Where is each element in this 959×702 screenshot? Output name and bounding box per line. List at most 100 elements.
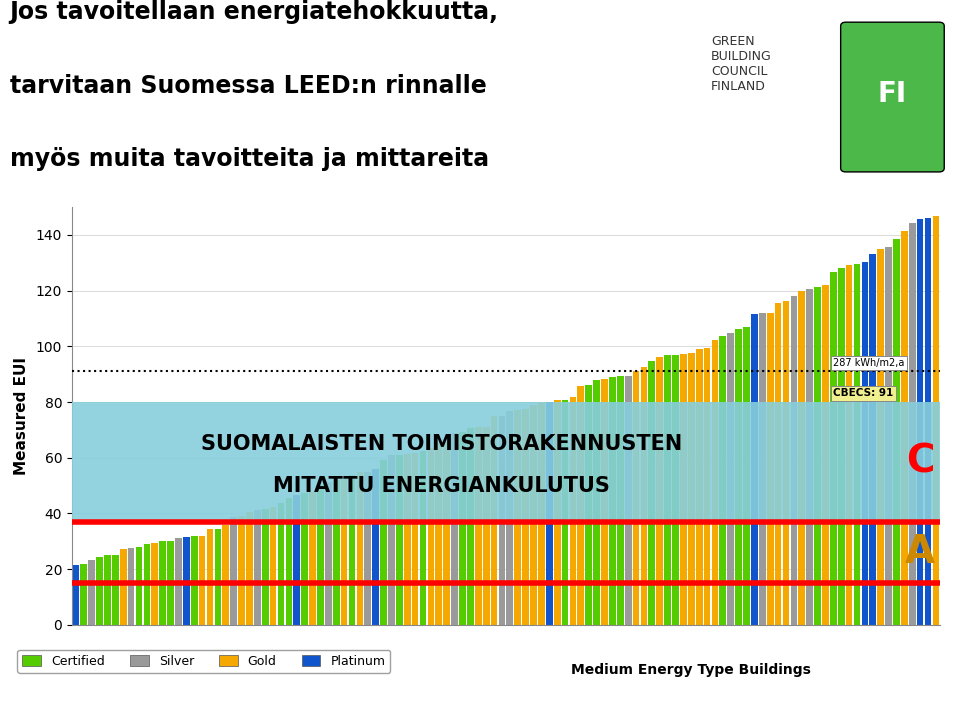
Text: Medium Energy Type Buildings: Medium Energy Type Buildings bbox=[571, 663, 810, 677]
Bar bbox=[246, 512, 253, 625]
Bar bbox=[482, 427, 489, 625]
Bar bbox=[594, 380, 600, 625]
Bar bbox=[269, 507, 276, 625]
Bar bbox=[712, 340, 718, 625]
Bar bbox=[199, 536, 205, 625]
Bar bbox=[159, 541, 166, 625]
Bar bbox=[783, 300, 789, 625]
Bar bbox=[152, 543, 158, 625]
Bar bbox=[870, 254, 877, 625]
Bar bbox=[238, 516, 245, 625]
Bar bbox=[799, 291, 806, 625]
Text: SUOMALAISTEN TOIMISTORAKENNUSTEN: SUOMALAISTEN TOIMISTORAKENNUSTEN bbox=[200, 434, 682, 453]
Bar bbox=[278, 503, 285, 625]
Bar bbox=[814, 287, 821, 625]
Bar bbox=[577, 386, 584, 625]
Bar bbox=[901, 231, 907, 625]
Bar bbox=[736, 329, 742, 625]
Bar bbox=[317, 485, 324, 625]
Bar bbox=[301, 493, 308, 625]
Bar bbox=[585, 385, 592, 625]
Bar bbox=[719, 336, 726, 625]
Bar bbox=[704, 347, 711, 625]
Bar bbox=[380, 461, 386, 625]
Bar bbox=[411, 453, 418, 625]
Text: 287 kWh/m2,a: 287 kWh/m2,a bbox=[833, 358, 904, 368]
Bar bbox=[72, 402, 940, 522]
Bar bbox=[215, 529, 222, 625]
Bar bbox=[665, 355, 671, 625]
Legend: Certified, Silver, Gold, Platinum: Certified, Silver, Gold, Platinum bbox=[17, 650, 390, 673]
Bar bbox=[932, 216, 939, 625]
Bar bbox=[807, 289, 813, 625]
Bar bbox=[144, 544, 151, 625]
Bar bbox=[656, 357, 663, 625]
Bar bbox=[325, 482, 332, 625]
Bar bbox=[340, 478, 347, 625]
Bar bbox=[459, 432, 466, 625]
Bar bbox=[893, 239, 900, 625]
Bar bbox=[506, 411, 513, 625]
Bar bbox=[120, 548, 127, 625]
Bar bbox=[861, 262, 868, 625]
Bar bbox=[435, 443, 442, 625]
Bar bbox=[372, 469, 379, 625]
Text: myös muita tavoitteita ja mittareita: myös muita tavoitteita ja mittareita bbox=[10, 147, 489, 171]
Bar bbox=[538, 403, 545, 625]
Bar bbox=[514, 410, 521, 625]
Bar bbox=[467, 428, 474, 625]
Bar bbox=[183, 537, 190, 625]
Bar bbox=[625, 376, 632, 625]
Bar bbox=[88, 559, 95, 625]
Text: Jos tavoitellaan energiatehokkuutta,: Jos tavoitellaan energiatehokkuutta, bbox=[10, 0, 499, 24]
Bar bbox=[191, 536, 198, 625]
Bar bbox=[909, 223, 916, 625]
Text: tarvitaan Suomessa LEED:n rinnalle: tarvitaan Suomessa LEED:n rinnalle bbox=[10, 74, 486, 98]
Bar bbox=[364, 472, 371, 625]
Bar bbox=[633, 371, 640, 625]
Bar bbox=[601, 379, 608, 625]
Bar bbox=[680, 354, 687, 625]
Bar bbox=[743, 326, 750, 625]
Bar bbox=[523, 409, 529, 625]
Bar bbox=[175, 538, 182, 625]
Bar bbox=[854, 264, 860, 625]
Bar bbox=[286, 498, 292, 625]
Bar bbox=[877, 249, 884, 625]
Bar bbox=[428, 448, 434, 625]
Bar bbox=[404, 454, 410, 625]
Bar bbox=[230, 517, 237, 625]
Bar bbox=[135, 548, 142, 625]
Bar bbox=[262, 509, 269, 625]
Bar bbox=[254, 510, 261, 625]
Bar bbox=[546, 402, 552, 625]
Bar bbox=[917, 218, 924, 625]
Bar bbox=[73, 565, 80, 625]
Bar bbox=[105, 555, 111, 625]
Bar bbox=[672, 355, 679, 625]
Text: CBECS: 91: CBECS: 91 bbox=[833, 388, 894, 399]
Bar bbox=[609, 376, 616, 625]
FancyBboxPatch shape bbox=[841, 22, 945, 172]
Bar bbox=[293, 495, 300, 625]
Bar bbox=[775, 303, 782, 625]
Bar bbox=[830, 272, 836, 625]
Bar bbox=[641, 367, 647, 625]
Bar bbox=[727, 333, 734, 625]
Text: FI: FI bbox=[877, 80, 907, 108]
Bar bbox=[759, 313, 765, 625]
Text: C: C bbox=[906, 443, 934, 481]
Bar bbox=[81, 564, 87, 625]
Bar bbox=[475, 427, 481, 625]
Text: A: A bbox=[905, 534, 935, 571]
Bar bbox=[333, 480, 339, 625]
Bar bbox=[846, 265, 853, 625]
Bar bbox=[206, 529, 213, 625]
Bar bbox=[885, 247, 892, 625]
Bar bbox=[357, 472, 363, 625]
Bar bbox=[617, 376, 623, 625]
Bar bbox=[688, 354, 694, 625]
Bar bbox=[648, 362, 655, 625]
Bar bbox=[822, 285, 829, 625]
Bar bbox=[128, 548, 134, 625]
